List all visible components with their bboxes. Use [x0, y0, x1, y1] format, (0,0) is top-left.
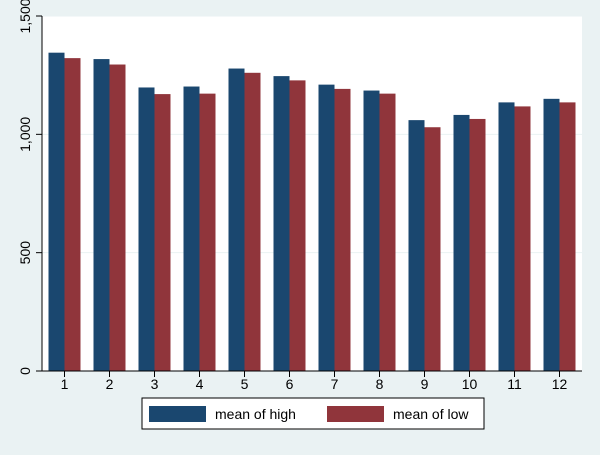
- x-axis: 1 2 3 4 5 6 7 8 9 10 11 12: [61, 371, 568, 392]
- x-tick-label: 6: [286, 376, 294, 392]
- bar-high: [183, 86, 200, 371]
- legend: mean of high mean of low: [141, 397, 485, 430]
- bar-high: [453, 114, 470, 371]
- bar-low: [379, 93, 396, 372]
- y-tick-label: 1,500: [17, 0, 33, 34]
- y-tick-label: 0: [17, 367, 33, 375]
- gridlines: [42, 15, 582, 254]
- bar-low: [109, 64, 126, 372]
- bar-low: [514, 106, 531, 371]
- legend-swatch-high: [149, 406, 206, 422]
- bars: [48, 52, 576, 372]
- x-tick-label: 8: [376, 376, 384, 392]
- x-tick-label: 9: [421, 376, 429, 392]
- bar-high: [543, 98, 560, 371]
- x-tick-label: 1: [61, 376, 69, 392]
- bar-high: [273, 76, 290, 371]
- bar-low: [424, 127, 441, 371]
- bar-high: [363, 90, 380, 372]
- x-tick-label: 4: [196, 376, 204, 392]
- legend-label-low: mean of low: [393, 406, 469, 422]
- bar-low: [559, 102, 576, 371]
- x-tick-label: 10: [462, 376, 478, 392]
- x-tick-label: 7: [331, 376, 339, 392]
- bar-high: [408, 120, 425, 371]
- bar-low: [289, 80, 306, 371]
- bar-high: [228, 68, 245, 371]
- bar-high: [138, 87, 155, 372]
- x-tick-label: 5: [241, 376, 249, 392]
- y-tick-label: 500: [17, 241, 33, 265]
- bar-low: [154, 94, 171, 371]
- bar-high: [93, 59, 110, 371]
- bar-low: [64, 58, 81, 371]
- bar-low: [334, 88, 351, 371]
- y-axis: 0 500 1,000 1,500: [17, 0, 42, 375]
- x-tick-label: 2: [106, 376, 114, 392]
- x-tick-label: 11: [507, 376, 522, 392]
- x-tick-label: 3: [151, 376, 159, 392]
- legend-label-high: mean of high: [215, 406, 296, 422]
- y-tick-label: 1,000: [17, 117, 33, 152]
- legend-swatch-low: [327, 406, 384, 422]
- bar-low: [244, 72, 261, 372]
- bar-high: [48, 52, 65, 371]
- bar-low: [469, 118, 486, 371]
- bar-low: [199, 93, 216, 372]
- bar-high: [498, 102, 515, 371]
- plot-background: [42, 16, 582, 371]
- bar-high: [318, 84, 335, 371]
- x-tick-label: 12: [552, 376, 568, 392]
